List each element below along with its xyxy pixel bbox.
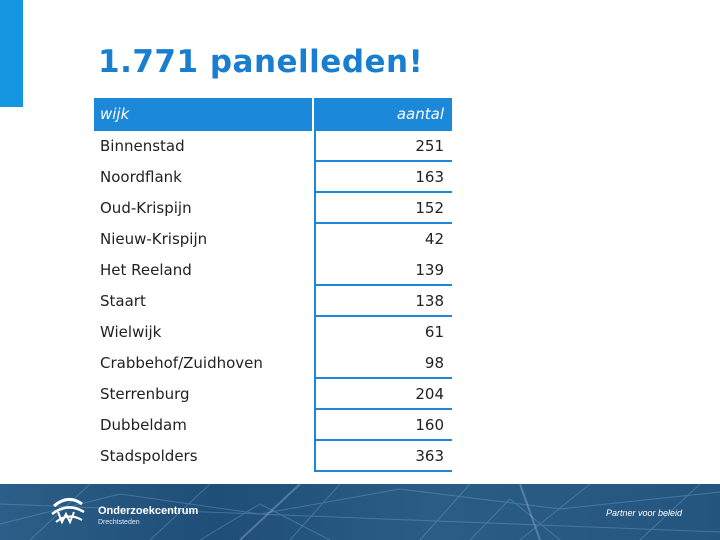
cell-aantal: 139 — [314, 255, 452, 286]
table-row: Nieuw-Krispijn 42 — [94, 224, 452, 255]
cell-wijk: Sterrenburg — [100, 385, 190, 403]
cell-aantal: 42 — [314, 224, 452, 255]
table-row: Dubbeldam 160 — [94, 410, 452, 441]
footer-banner — [0, 484, 720, 540]
table-row: Het Reeland 139 — [94, 255, 452, 286]
panel-table: wijk aantal Binnenstad 251 Noordflank 163 Ou… — [94, 98, 452, 472]
cell-aantal: 160 — [314, 410, 452, 441]
header-aantal: aantal — [396, 105, 444, 123]
cell-aantal: 138 — [314, 286, 452, 317]
cell-wijk: Crabbehof/Zuidhoven — [100, 354, 263, 372]
footer-map-pattern — [0, 484, 720, 540]
cell-aantal: 152 — [314, 193, 452, 224]
logo-subtitle: Drechtsteden — [98, 519, 140, 526]
table-header: wijk aantal — [94, 98, 452, 131]
table-row: Stadspolders 363 — [94, 441, 452, 472]
table-row: Noordflank 163 — [94, 162, 452, 193]
cell-wijk: Stadspolders — [100, 447, 198, 465]
cell-aantal: 251 — [314, 131, 452, 162]
header-wijk: wijk — [94, 98, 314, 131]
table-body: Binnenstad 251 Noordflank 163 Oud-Krispijn 15… — [94, 131, 452, 472]
table-row: Wielwijk 61 — [94, 317, 452, 348]
cell-wijk: Staart — [100, 292, 146, 310]
cell-wijk: Het Reeland — [100, 261, 192, 279]
logo-name: Onderzoekcentrum — [98, 505, 199, 517]
cell-wijk: Noordflank — [100, 168, 182, 186]
table-row: Sterrenburg 204 — [94, 379, 452, 410]
accent-bar — [0, 0, 23, 107]
table-row: Binnenstad 251 — [94, 131, 452, 162]
cell-wijk: Wielwijk — [100, 323, 162, 341]
cell-wijk: Dubbeldam — [100, 416, 187, 434]
cell-aantal: 204 — [314, 379, 452, 410]
cell-wijk: Oud-Krispijn — [100, 199, 192, 217]
cell-aantal: 163 — [314, 162, 452, 193]
table-row: Staart 138 — [94, 286, 452, 317]
slide-title: 1.771 panelleden! — [98, 44, 424, 80]
cell-wijk: Binnenstad — [100, 137, 185, 155]
table-row: Crabbehof/Zuidhoven 98 — [94, 348, 452, 379]
cell-wijk: Nieuw-Krispijn — [100, 230, 208, 248]
cell-aantal: 98 — [314, 348, 452, 379]
cell-aantal: 61 — [314, 317, 452, 348]
onderzoekcentrum-logo-icon — [51, 498, 85, 525]
cell-aantal: 363 — [314, 441, 452, 472]
table-row: Oud-Krispijn 152 — [94, 193, 452, 224]
footer-tagline: Partner voor beleid — [606, 508, 683, 518]
